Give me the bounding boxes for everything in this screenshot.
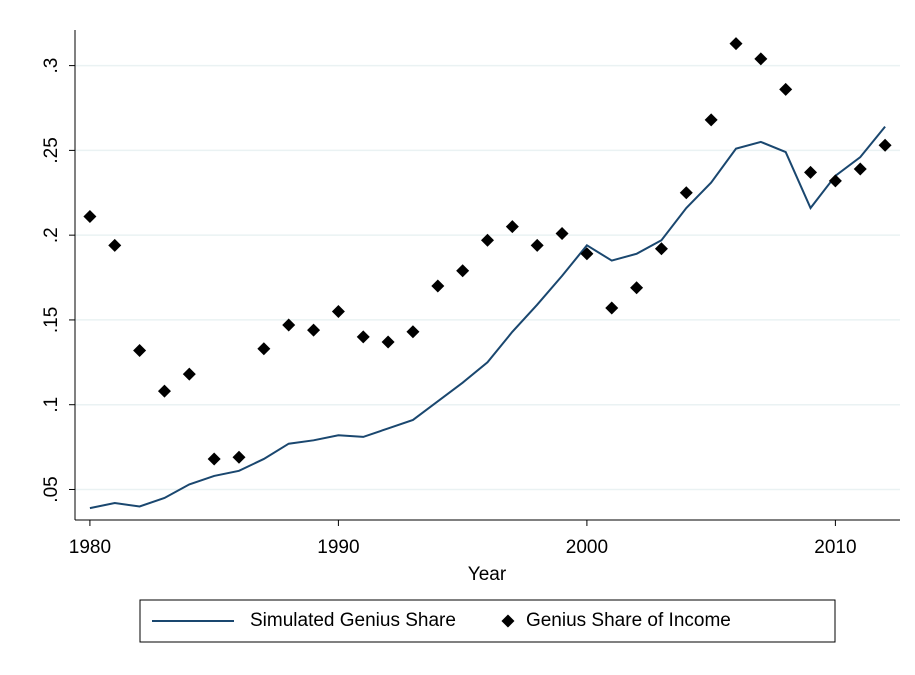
point [754, 52, 768, 66]
legend-box [139, 599, 836, 643]
x-axis-title: Year [468, 564, 507, 585]
point [83, 210, 97, 224]
point [729, 37, 743, 51]
legend-swatch [501, 614, 515, 628]
point [555, 226, 569, 240]
x-tick-label: 1980 [69, 537, 111, 558]
point [878, 138, 892, 152]
point [133, 343, 147, 357]
point [182, 367, 196, 381]
legend-label: Simulated Genius Share [250, 610, 456, 631]
point [257, 342, 271, 356]
point [331, 304, 345, 318]
series-line [89, 126, 886, 510]
y-tick-label: .25 [41, 137, 62, 163]
point [654, 242, 668, 256]
point [307, 323, 321, 337]
point [456, 264, 470, 278]
point [157, 384, 171, 398]
point [530, 238, 544, 252]
point [804, 165, 818, 179]
point [704, 113, 718, 127]
point [853, 162, 867, 176]
point [431, 279, 445, 293]
point [481, 233, 494, 247]
x-tick-label: 2000 [566, 537, 608, 558]
x-tick-label: 1990 [317, 537, 359, 558]
point [630, 281, 644, 295]
point [828, 174, 842, 188]
point [207, 452, 221, 466]
y-tick-label: .05 [41, 476, 62, 502]
point [356, 330, 370, 344]
point [779, 82, 793, 96]
point [679, 186, 693, 200]
point [282, 318, 296, 332]
point [108, 238, 122, 252]
point [406, 325, 420, 339]
point [232, 450, 246, 464]
x-tick-label: 2010 [814, 537, 856, 558]
point [605, 301, 619, 315]
point [381, 335, 395, 349]
legend-label: Genius Share of Income [526, 610, 731, 631]
y-tick-label: .15 [41, 307, 62, 333]
y-tick-label: .3 [41, 58, 62, 74]
y-tick-label: .2 [41, 227, 62, 243]
y-tick-label: .1 [41, 397, 62, 413]
point [580, 247, 594, 261]
point [505, 220, 519, 234]
